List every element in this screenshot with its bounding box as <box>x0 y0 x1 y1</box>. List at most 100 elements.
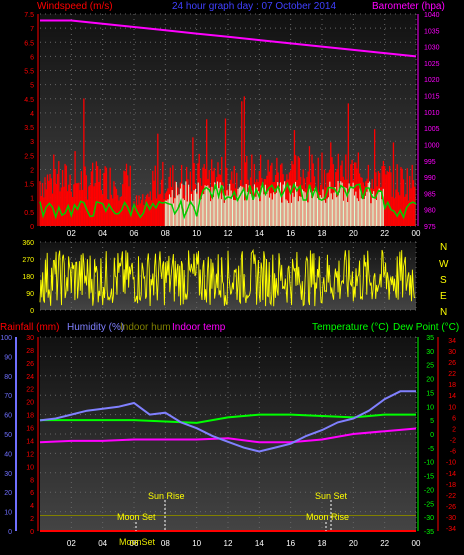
barometer-tick-label: 980 <box>424 208 436 215</box>
temperature-tick-label: 35 <box>426 335 434 342</box>
rain-tick-label: 22 <box>26 387 34 394</box>
wind-tick-label: 4 <box>30 111 34 118</box>
wind-tick-label: 5 <box>30 83 34 90</box>
wind-tick-label: 7 <box>30 26 34 33</box>
wind-tick-label: 0.5 <box>24 210 34 217</box>
temperature-tick-label: -35 <box>424 529 434 536</box>
wind-tick-label: 0 <box>30 224 34 231</box>
dir-tick-label: 360 <box>22 240 34 247</box>
wind-tick-label: 3 <box>30 139 34 146</box>
moonrise-label: Moon Rise <box>306 512 349 522</box>
dew-tick-label: -2 <box>450 438 456 445</box>
temp-x-tick-label: 16 <box>286 539 295 548</box>
humidity-tick-label: 30 <box>4 471 12 478</box>
wind-tick-label: 6 <box>30 54 34 61</box>
temperature-tick-label: -30 <box>424 515 434 522</box>
wind-x-tick-label: 20 <box>349 229 358 238</box>
wind-x-tick-label: 10 <box>192 229 201 238</box>
wind-x-tick-label: 16 <box>286 229 295 238</box>
wind-tick-label: 2 <box>30 167 34 174</box>
dew-point-line <box>39 427 417 444</box>
wind-x-tick-label: 08 <box>161 229 170 238</box>
temp-x-tick-label: 08 <box>161 539 170 548</box>
dir-tick-label: 0 <box>30 308 34 315</box>
temperature-label: Temperature (°C) <box>312 322 389 333</box>
temp-x-tick-label: 04 <box>98 539 107 548</box>
barometer-tick-label: 1015 <box>424 94 440 101</box>
dew-tick-label: 18 <box>448 382 456 389</box>
temperature-tick-label: -20 <box>424 487 434 494</box>
dew-tick-label: 2 <box>452 426 456 433</box>
dew-tick-label: 6 <box>452 415 456 422</box>
temperature-tick-label: -10 <box>424 460 434 467</box>
indoor-hum-label: Indoor hum <box>120 322 171 333</box>
barometer-tick-label: 1020 <box>424 77 440 84</box>
wind-x-tick-label: 06 <box>130 229 139 238</box>
temperature-tick-label: -25 <box>424 501 434 508</box>
temp-x-tick-label: 10 <box>192 539 201 548</box>
rain-tick-label: 18 <box>26 413 34 420</box>
rain-tick-label: 24 <box>26 374 34 381</box>
temp-x-tick-label: 06 <box>130 539 139 548</box>
dir-tick-label: 270 <box>22 257 34 264</box>
compass-w: W <box>439 259 449 270</box>
windspeed-axis-label: Windspeed (m/s) <box>37 1 113 12</box>
wind-x-tick-label: 18 <box>318 229 327 238</box>
wind-x-tick-label: 00 <box>412 229 421 238</box>
rain-tick-label: 8 <box>30 477 34 484</box>
dew-tick-label: 10 <box>448 404 456 411</box>
wind-tick-label: 4.5 <box>24 97 34 104</box>
wind-x-tick-label: 12 <box>224 229 233 238</box>
rain-tick-label: 2 <box>30 516 34 523</box>
wind-x-tick-label: 04 <box>98 229 107 238</box>
temp-x-tick-label: 14 <box>255 539 264 548</box>
wind-tick-label: 6.5 <box>24 40 34 47</box>
barometer-line <box>40 19 417 58</box>
temp-x-tick-label: 18 <box>318 539 327 548</box>
wind-tick-label: 3.5 <box>24 125 34 132</box>
wind-tick-label: 2.5 <box>24 153 34 160</box>
rain-tick-label: 30 <box>26 335 34 342</box>
barometer-tick-label: 990 <box>424 175 436 182</box>
humidity-tick-label: 50 <box>4 432 12 439</box>
temp-x-tick-label: 20 <box>349 539 358 548</box>
chart-title: 24 hour graph day : 07 October 2014 <box>172 1 336 12</box>
barometer-tick-label: 985 <box>424 191 436 198</box>
compass-n-top: N <box>440 242 447 253</box>
temp-x-tick-label: 12 <box>224 539 233 548</box>
humidity-tick-label: 100 <box>0 335 12 342</box>
humidity-tick-label: 90 <box>4 354 12 361</box>
barometer-tick-label: 1025 <box>424 61 440 68</box>
dew-tick-label: -6 <box>450 449 456 456</box>
humidity-tick-label: 80 <box>4 374 12 381</box>
rain-tick-label: 26 <box>26 361 34 368</box>
temperature-tick-label: 30 <box>426 349 434 356</box>
dew-tick-label: 30 <box>448 349 456 356</box>
wind-tick-label: 5.5 <box>24 69 34 76</box>
temperature-tick-label: -5 <box>428 446 434 453</box>
wind-x-tick-label: 14 <box>255 229 264 238</box>
rain-tick-label: 12 <box>26 451 34 458</box>
barometer-tick-label: 1035 <box>424 28 440 35</box>
dew-tick-label: 26 <box>448 360 456 367</box>
barometer-tick-label: 995 <box>424 159 436 166</box>
wind-x-tick-label: 22 <box>380 229 389 238</box>
barometer-tick-label: 1000 <box>424 142 440 149</box>
barometer-tick-label: 975 <box>424 224 436 231</box>
dew-tick-label: -34 <box>446 526 456 533</box>
temp-x-tick-label: 02 <box>67 539 76 548</box>
dir-tick-label: 90 <box>26 291 34 298</box>
rain-tick-label: 14 <box>26 438 34 445</box>
rain-tick-label: 16 <box>26 426 34 433</box>
humidity-tick-label: 60 <box>4 413 12 420</box>
humidity-line <box>39 390 416 453</box>
barometer-tick-label: 1030 <box>424 45 440 52</box>
dew-tick-label: -26 <box>446 504 456 511</box>
compass-s: S <box>440 275 447 286</box>
rain-tick-label: 28 <box>26 348 34 355</box>
rain-tick-label: 0 <box>30 529 34 536</box>
dew-tick-label: 14 <box>448 393 456 400</box>
dew-tick-label: 22 <box>448 371 456 378</box>
temperature-tick-label: 10 <box>426 404 434 411</box>
dew-tick-label: -18 <box>446 482 456 489</box>
